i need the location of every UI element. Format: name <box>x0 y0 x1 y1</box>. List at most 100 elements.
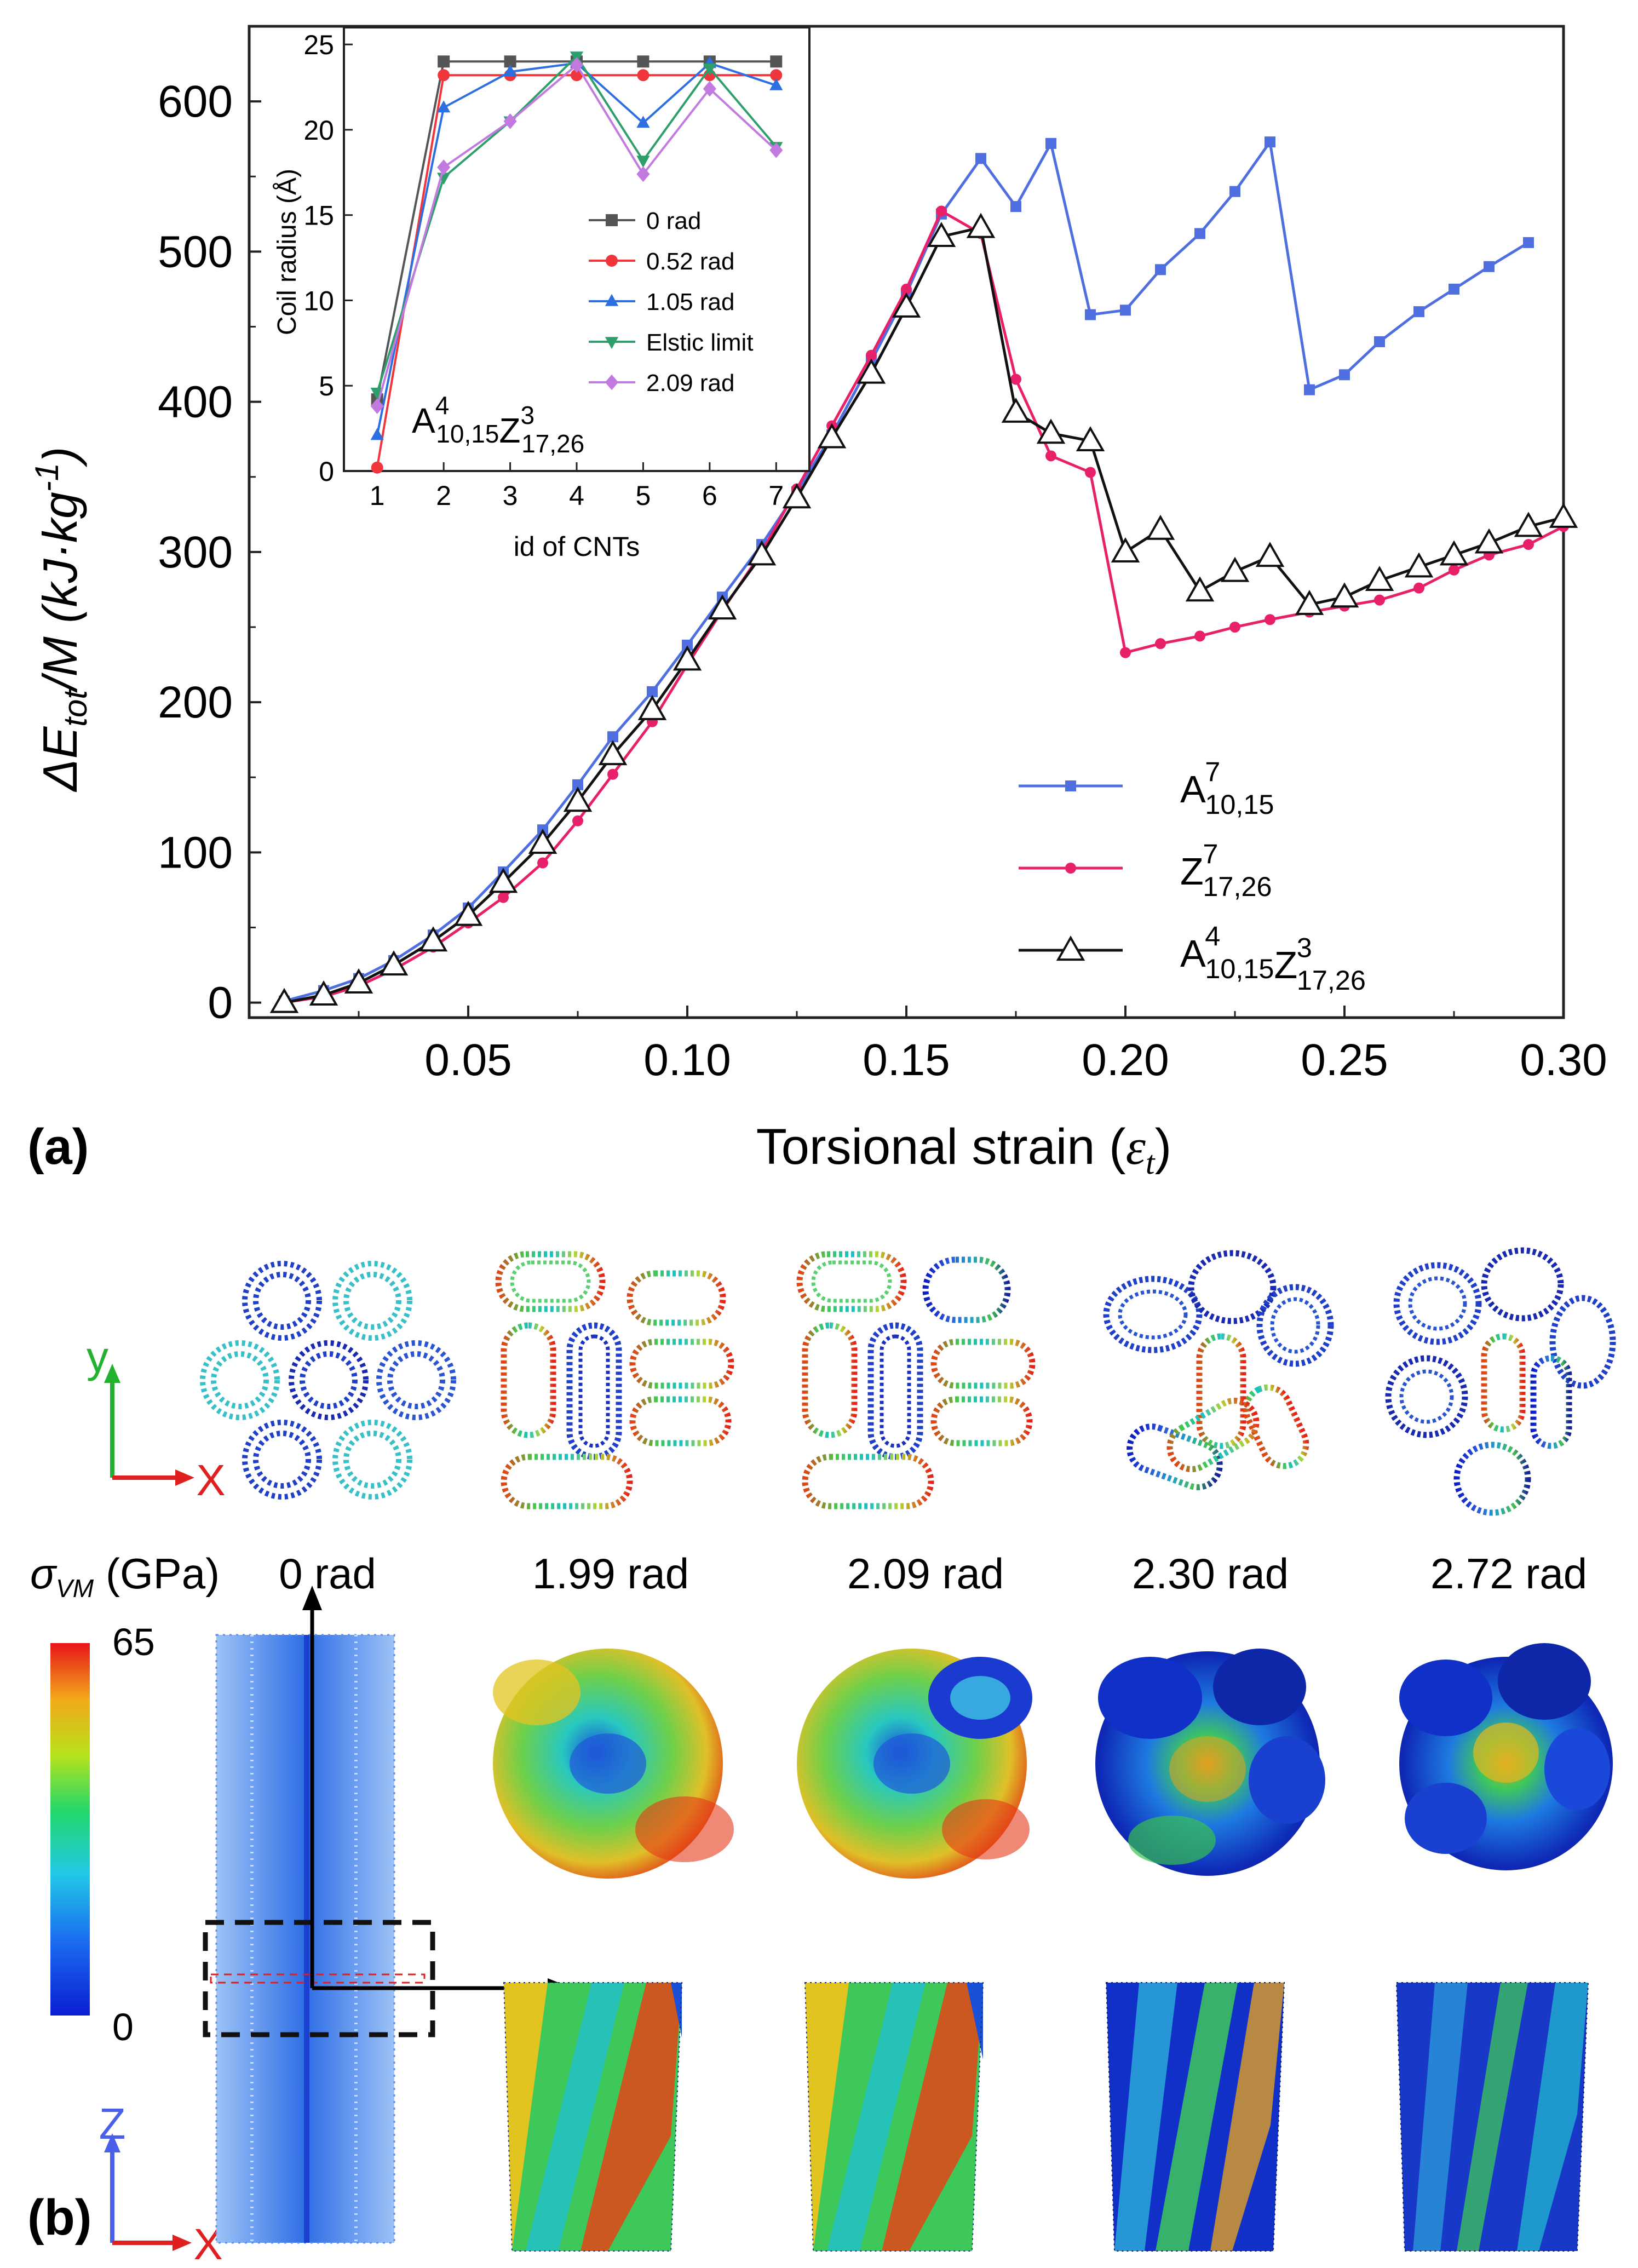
inset-data-point <box>370 398 384 414</box>
data-point <box>673 645 702 671</box>
render-3d-2.30rad <box>1095 1649 1325 1876</box>
data-point <box>1220 556 1250 582</box>
data-point <box>708 594 737 620</box>
data-point <box>637 694 667 720</box>
legend-marker <box>1056 935 1085 961</box>
inset-y-tick-label: 5 <box>319 371 334 401</box>
data-point <box>1155 638 1166 650</box>
z-axis-letter: Z <box>99 2099 126 2148</box>
series-2 <box>269 213 1578 1013</box>
data-point <box>682 639 693 651</box>
side-view-1.99rad <box>503 1982 683 2252</box>
cross-section-2.72rad <box>1385 1247 1616 1516</box>
data-point <box>1374 594 1385 606</box>
cross-section-2.30rad <box>1103 1250 1334 1490</box>
zoom-slice <box>210 1973 426 1984</box>
main-y-tick-label: 0 <box>208 978 233 1028</box>
data-point <box>379 950 409 976</box>
data-point <box>488 868 518 893</box>
inset-data-point <box>636 156 650 168</box>
x-axis-letter: X <box>196 1456 225 1505</box>
main-x-tick-label: 0.25 <box>1301 1035 1388 1085</box>
data-point <box>1523 539 1534 550</box>
data-point <box>1413 582 1424 594</box>
legend-label: A7 10,15 <box>1180 756 1274 820</box>
inset-legend-label: 2.09 rad <box>646 370 734 397</box>
main-y-tick-label: 100 <box>158 828 233 877</box>
data-point <box>1339 369 1350 381</box>
xz-axis-triad: Z X <box>99 2099 223 2268</box>
main-y-ticks: 0 100 200 300 400 500 600 <box>158 77 261 1028</box>
render-3d-2.09rad <box>797 1649 1032 1879</box>
data-point <box>866 349 877 361</box>
colorbar-max: 65 <box>112 1621 155 1663</box>
data-point <box>453 900 483 926</box>
inset-x-tick-label: 2 <box>436 480 451 511</box>
inset-data-point <box>703 81 716 97</box>
inset-data-point <box>571 69 583 82</box>
inset-data-point <box>637 55 650 68</box>
inset-y-tick-label: 20 <box>303 115 334 146</box>
data-point <box>1549 502 1578 528</box>
main-x-tick-label: 0.20 <box>1082 1035 1169 1085</box>
data-point <box>1085 467 1096 478</box>
side-view-0rad <box>203 1586 572 2244</box>
main-x-tick-label: 0.30 <box>1520 1035 1607 1085</box>
colorbar-title: σVM (GPa) <box>30 1549 220 1603</box>
colorbar <box>50 1643 90 2016</box>
inset-legend-marker <box>605 374 619 391</box>
data-point <box>537 857 548 869</box>
inset-data-point <box>438 69 450 82</box>
data-point <box>1085 309 1096 320</box>
inset-data-point <box>503 64 517 77</box>
angle-label-3: 2.30 rad <box>1132 1549 1289 1598</box>
data-point <box>1229 186 1240 197</box>
data-point <box>1449 564 1459 576</box>
inset-y-tick-label: 15 <box>303 200 334 231</box>
legend-label: Z7 17,26 <box>1180 839 1272 903</box>
inset-x-tick-label: 4 <box>569 480 584 511</box>
cross-section-1.99rad <box>495 1251 734 1509</box>
data-point <box>344 968 373 994</box>
inset-y-tick-label: 0 <box>319 456 334 487</box>
inset-data-point <box>770 69 783 82</box>
inset-y-ticks: 0 5 10 15 20 25 <box>303 30 353 487</box>
data-point <box>901 283 912 295</box>
data-point <box>1001 397 1031 423</box>
inset-annotation: A4 10,15Z3 17,26 <box>412 391 584 458</box>
angle-label-1: 1.99 rad <box>532 1549 689 1598</box>
angle-label-2: 2.09 rad <box>847 1549 1004 1598</box>
xy-axis-triad: y X <box>87 1333 226 1505</box>
main-x-tick-label: 0.05 <box>424 1035 512 1085</box>
data-point <box>936 205 947 217</box>
panel-b-label: (b) <box>27 2190 91 2246</box>
data-point <box>892 292 921 318</box>
main-y-tick-label: 400 <box>158 377 233 427</box>
colorbar-min: 0 <box>112 2006 134 2048</box>
inset-legend-label: 1.05 rad <box>646 289 734 315</box>
data-point <box>927 222 956 248</box>
data-point <box>498 892 509 903</box>
inset-legend-label: 0 rad <box>646 208 701 234</box>
data-point <box>1155 264 1166 275</box>
data-point <box>572 779 583 790</box>
inset-data-point <box>637 69 650 82</box>
inset-y-tick-label: 25 <box>303 30 334 60</box>
inset-data-point <box>770 55 783 68</box>
main-y-tick-label: 200 <box>158 677 233 727</box>
main-y-tick-label: 500 <box>158 227 233 277</box>
main-x-tick-label: 0.15 <box>863 1035 950 1085</box>
data-point <box>1514 512 1543 537</box>
data-point <box>418 926 448 952</box>
data-point <box>782 483 812 509</box>
data-point <box>1010 201 1021 213</box>
inset-data-point <box>504 55 516 68</box>
data-point <box>1404 552 1434 578</box>
inset-data-point <box>370 428 384 440</box>
data-point <box>966 213 996 238</box>
data-point <box>1413 306 1424 318</box>
inset-x-tick-label: 1 <box>370 480 385 511</box>
inset-x-tick-label: 6 <box>702 480 717 511</box>
